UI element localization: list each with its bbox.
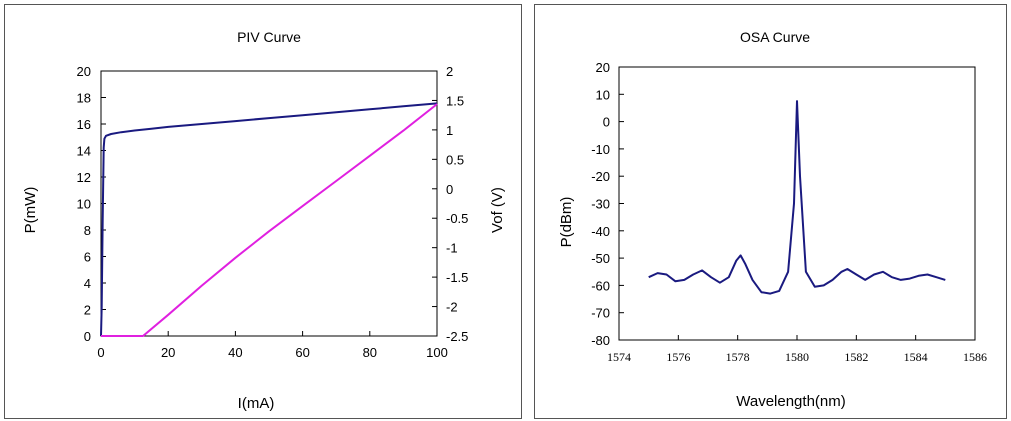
- x-tick-label: 1584: [904, 350, 928, 364]
- x-tick-label: 20: [161, 345, 175, 360]
- x-tick-label: 40: [228, 345, 242, 360]
- y-tick-label: 14: [77, 144, 91, 159]
- power-series-line: [101, 103, 438, 337]
- y-tick-label: 20: [596, 60, 610, 75]
- x-axis-label: Wavelength(nm): [736, 393, 845, 410]
- x-tick-label: 0: [97, 345, 104, 360]
- y-tick-label: 0: [603, 115, 610, 130]
- spectrum-series-line: [648, 100, 946, 295]
- y-tick-label: -60: [591, 278, 610, 293]
- y2-tick-label: -1: [446, 241, 458, 256]
- y-tick-label: -70: [591, 306, 610, 321]
- y-tick-label: 8: [84, 223, 91, 238]
- x-axis-label: I(mA): [238, 395, 275, 412]
- y-tick-label: -10: [591, 142, 610, 157]
- y-axis-label: P(mW): [22, 187, 39, 234]
- x-tick-label: 1586: [963, 350, 987, 364]
- y2-tick-label: 0.5: [446, 152, 464, 167]
- piv-chart: 0 20 40 60 80 10002468101214161820-2.5-2-1.5-…: [22, 29, 506, 412]
- osa-chart: 1574 1576 1578 1580 1582 1584 1586 -80 -70 -60 -50…: [558, 29, 987, 410]
- y2-tick-label: -2: [446, 300, 458, 315]
- y-tick-label: -40: [591, 224, 610, 239]
- chart-title: OSA Curve: [740, 29, 810, 45]
- voltage-series-line: [100, 102, 438, 337]
- osa-chart-panel: 1574 1576 1578 1580 1582 1584 1586 -80 -70 -60 -50…: [534, 4, 1007, 419]
- piv-chart-panel: 0 20 40 60 80 100 0 2 4 6 8 10 12 14 16 18 20 -2.5 -2 -1.5-…: [4, 4, 522, 419]
- y-tick-label: 2: [84, 303, 91, 318]
- x-tick-label: 1578: [726, 350, 750, 364]
- y-tick-label: 4: [84, 276, 91, 291]
- y-tick-label: -30: [591, 197, 610, 212]
- y-tick-label: 18: [77, 91, 91, 106]
- y2-tick-label: -2.5: [446, 329, 468, 344]
- y-tick-label: 10: [596, 87, 610, 102]
- plot-area-frame: [100, 70, 438, 337]
- x-tick-label: 1574: [607, 350, 631, 364]
- y-tick-label: -80: [591, 333, 610, 348]
- y2-tick-label: 1.5: [446, 93, 464, 108]
- y-axis-label: P(dBm): [558, 197, 575, 248]
- y-tick-label: 6: [84, 250, 91, 265]
- x-tick-label: 100: [426, 345, 448, 360]
- y2-tick-label: -0.5: [446, 211, 468, 226]
- y-tick-label: 10: [77, 197, 91, 212]
- y-tick-label: 16: [77, 117, 91, 132]
- y-tick-label: 0: [84, 329, 91, 344]
- x-tick-label: 60: [295, 345, 309, 360]
- y2-tick-label: 1: [446, 123, 453, 138]
- x-tick-label: 1582: [844, 350, 868, 364]
- y-tick-label: -50: [591, 251, 610, 266]
- y2-tick-label: 0: [446, 182, 453, 197]
- y-tick-label: 20: [77, 64, 91, 79]
- x-tick-label: 1580: [785, 350, 809, 364]
- y-tick-label: -20: [591, 169, 610, 184]
- y-tick-label: 12: [77, 170, 91, 185]
- chart-title: PIV Curve: [237, 29, 301, 45]
- y2-tick-label: -1.5: [446, 270, 468, 285]
- x-tick-label: 80: [363, 345, 377, 360]
- y2-tick-label: 2: [446, 64, 453, 79]
- x-tick-label: 1576: [666, 350, 690, 364]
- y2-axis-label: Vof (V): [489, 187, 506, 233]
